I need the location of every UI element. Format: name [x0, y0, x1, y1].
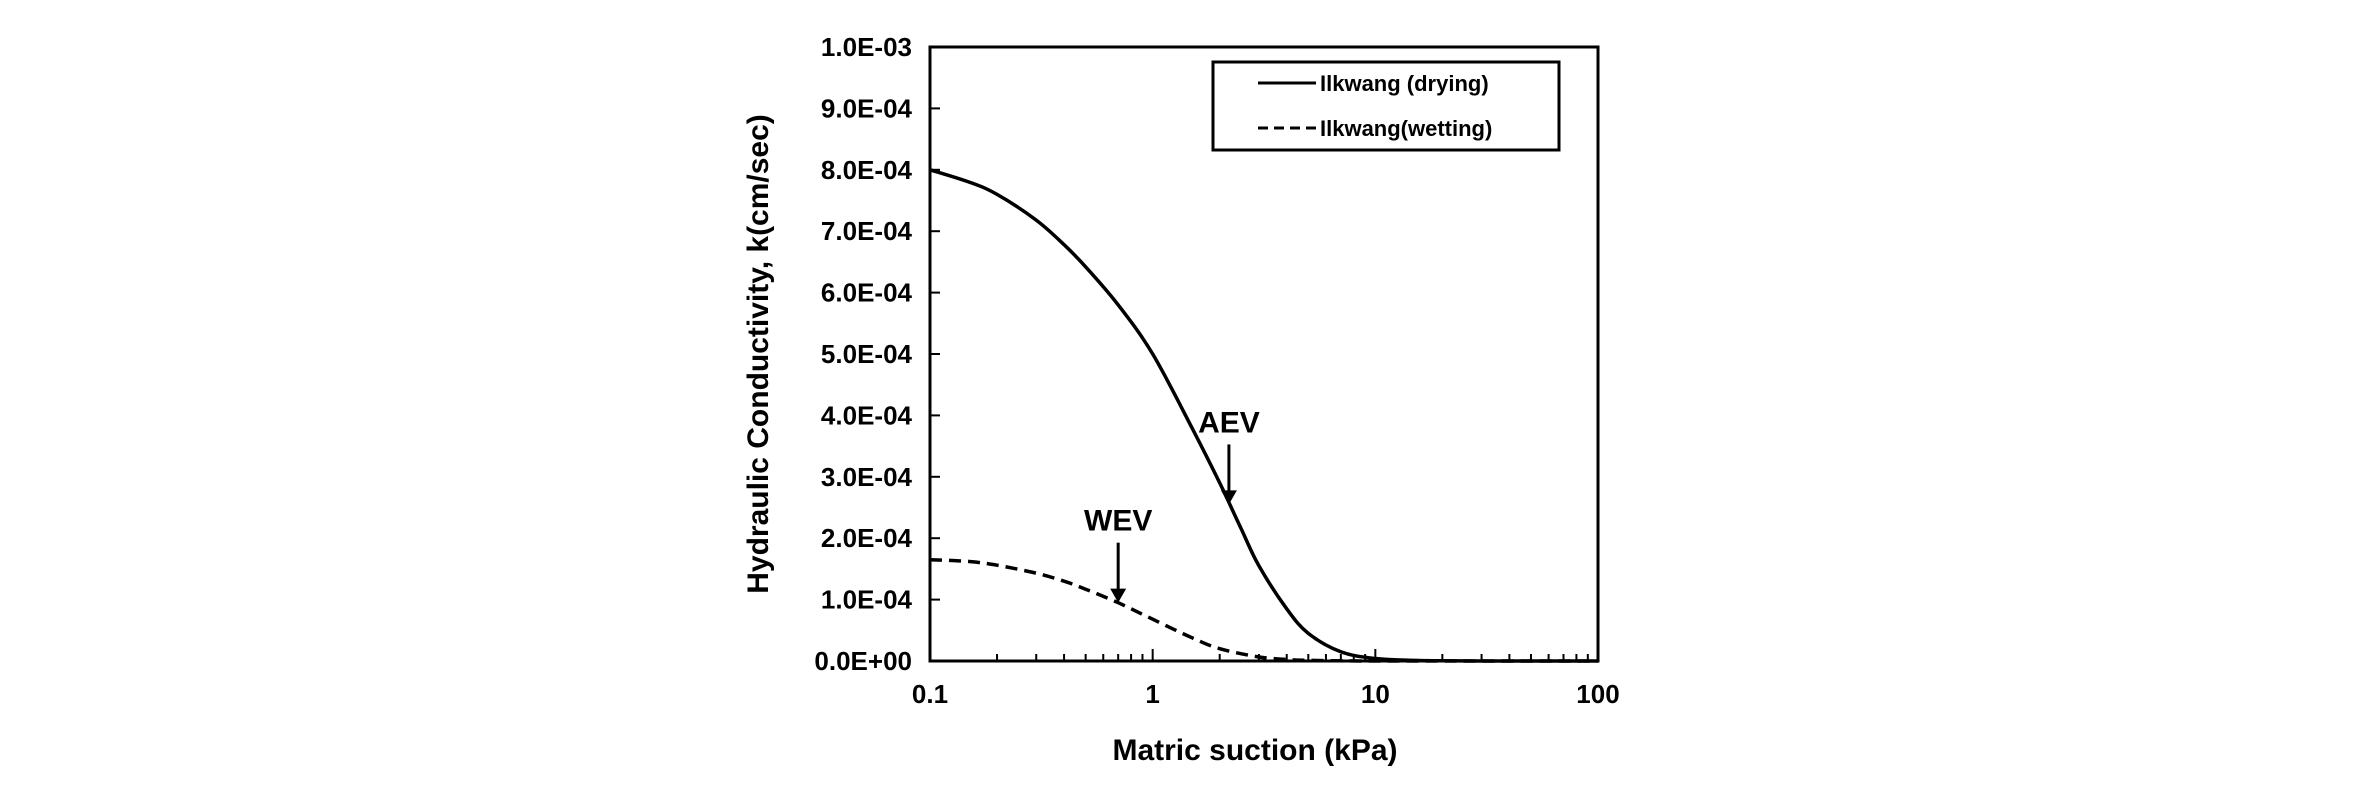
x-tick-label: 10: [1361, 679, 1390, 709]
aev-label: AEV: [1198, 406, 1260, 439]
y-tick-label: 1.0E-04: [821, 585, 913, 615]
y-tick-label: 7.0E-04: [821, 216, 913, 246]
wev-arrow-head: [1110, 588, 1127, 603]
y-tick-label: 8.0E-04: [821, 155, 913, 185]
y-tick-label: 1.0E-03: [821, 32, 912, 62]
legend: Ilkwang (drying) Ilkwang(wetting): [1211, 60, 1561, 152]
x-tick-label: 1: [1145, 679, 1159, 709]
x-axis-ticks: 0.1 1 10 100: [912, 649, 1620, 709]
y-tick-label: 4.0E-04: [821, 400, 913, 430]
x-tick-label: 100: [1576, 679, 1619, 709]
y-tick-label: 6.0E-04: [821, 278, 913, 308]
aev-arrow-head: [1220, 490, 1237, 505]
y-tick-label: 5.0E-04: [821, 339, 913, 369]
legend-box: [1211, 60, 1561, 152]
y-axis-title: Hydraulic Conductivity, k(cm/sec): [742, 114, 775, 594]
series-layer: [929, 168, 1598, 663]
x-tick-label: 0.1: [912, 679, 948, 709]
y-tick-label: 2.0E-04: [821, 523, 913, 553]
legend-label-wetting: Ilkwang(wetting): [1320, 116, 1492, 141]
y-tick-label: 3.0E-04: [821, 462, 913, 492]
x-axis-title: Matric suction (kPa): [1112, 734, 1397, 767]
legend-label-drying: Ilkwang (drying): [1320, 71, 1489, 96]
y-axis-ticks: 0.0E+00 1.0E-04 2.0E-04 3.0E-04 4.0E-04 5.0E-…: [814, 32, 940, 676]
y-tick-label: 9.0E-04: [821, 93, 913, 123]
annotations-layer: AEV WEV: [1084, 406, 1260, 603]
y-tick-label: 0.0E+00: [814, 646, 912, 676]
wev-label: WEV: [1084, 505, 1152, 538]
